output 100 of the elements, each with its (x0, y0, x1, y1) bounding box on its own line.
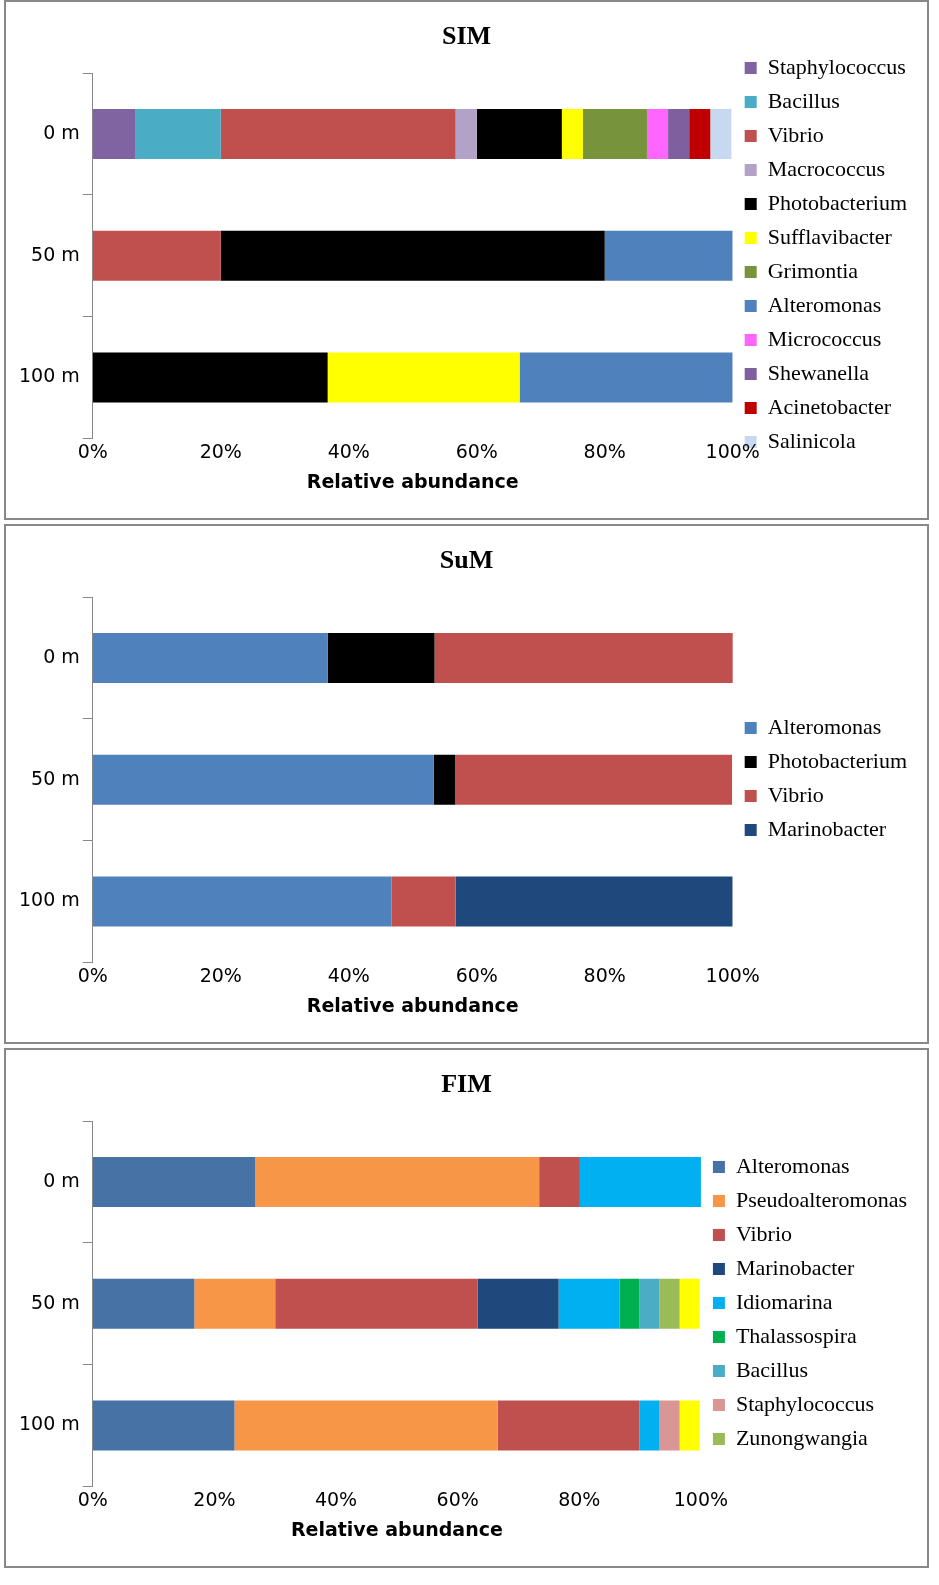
bar (519, 352, 733, 403)
legend-label: Salinicola (767, 427, 856, 453)
bar (92, 1278, 195, 1329)
x-tick-label: 60% (455, 963, 498, 986)
bar (454, 754, 733, 805)
legend-label: Photobacterium (767, 747, 908, 773)
x-axis-title: Relative abundance (306, 993, 519, 1016)
bar (92, 754, 434, 805)
y-tick-label: 0 m (43, 645, 80, 667)
x-tick-label: 80% (583, 963, 626, 986)
y-tick-label: 0 m (43, 121, 80, 143)
legend-label: Idiomarina (735, 1288, 833, 1314)
bar (434, 633, 733, 684)
x-tick-label: 40% (327, 963, 370, 986)
chart-title: SIM (441, 21, 492, 51)
y-tick-label: 100 m (18, 888, 80, 911)
x-tick-label: 100% (705, 439, 760, 462)
bar (92, 230, 221, 281)
legend-label: Pseudoalteromonas (735, 1186, 908, 1212)
bar (539, 1157, 580, 1208)
bar (579, 1157, 701, 1208)
legend-label: Grimontia (767, 257, 859, 283)
legend-label: Vibrio (767, 781, 824, 807)
bar (639, 1278, 660, 1329)
y-tick-label: 0 m (43, 1169, 80, 1191)
legend-label: Marinobacter (767, 815, 887, 841)
legend-label: Zunongwangia (735, 1424, 869, 1450)
legend-label: Vibrio (735, 1220, 793, 1246)
y-tick-label: 100 m (18, 1412, 80, 1435)
x-tick-label: 60% (455, 439, 498, 462)
legend-label: Photobacterium (767, 189, 908, 215)
bar (92, 876, 392, 927)
bar (327, 633, 435, 684)
x-tick-label: 0% (77, 439, 108, 462)
legend-label: Micrococcus (767, 325, 882, 351)
legend-label: Bacillus (735, 1356, 809, 1382)
bar (455, 876, 733, 927)
chart-title: FIM (441, 1069, 492, 1099)
bar (558, 1278, 620, 1329)
bar (255, 1157, 540, 1208)
legend-label: Vibrio (767, 121, 824, 147)
x-tick-label: 40% (327, 439, 370, 462)
legend-label: Shewanella (767, 359, 870, 385)
x-tick-label: 20% (199, 963, 242, 986)
legend-label: Marinobacter (735, 1254, 856, 1280)
bar (679, 1400, 700, 1451)
legend-label: Bacillus (767, 87, 840, 113)
bar (659, 1278, 680, 1329)
bar (476, 109, 562, 160)
bar (710, 109, 732, 160)
legend-label: Staphylococcus (767, 53, 906, 79)
y-tick-label: 50 m (31, 1290, 80, 1313)
legend-label: Alteromonas (767, 291, 882, 317)
legend-label: Sufflavibacter (767, 223, 893, 249)
x-tick-label: 0% (77, 963, 108, 986)
bar (234, 1400, 498, 1451)
bar (92, 1400, 235, 1451)
bar (92, 1157, 256, 1208)
x-tick-label: 60% (436, 1487, 479, 1510)
bar (391, 876, 456, 927)
x-tick-label: 40% (314, 1487, 358, 1510)
bar (92, 109, 136, 160)
bar (619, 1278, 640, 1329)
bar (92, 633, 328, 684)
x-tick-label: 100% (705, 963, 760, 986)
legend-label: Alteromonas (767, 713, 882, 739)
bar (194, 1278, 276, 1329)
y-tick-label: 100 m (18, 364, 80, 387)
legend-label: Macrococcus (767, 155, 885, 181)
legend-label: Acinetobacter (767, 393, 892, 419)
x-tick-label: 100% (673, 1487, 729, 1510)
bar (659, 1400, 680, 1451)
bar (477, 1278, 559, 1329)
bar (275, 1278, 478, 1329)
legend-label: Staphylococcus (735, 1390, 875, 1416)
bar (689, 109, 711, 160)
bar (327, 352, 520, 403)
bar (679, 1278, 700, 1329)
x-axis-title: Relative abundance (306, 469, 519, 492)
chart-title: SuM (439, 545, 494, 575)
bar (582, 109, 647, 160)
y-tick-label: 50 m (31, 242, 80, 265)
bar (646, 109, 669, 160)
y-tick-label: 50 m (31, 766, 80, 789)
bar (433, 754, 455, 805)
bar (220, 230, 605, 281)
bar (92, 352, 328, 403)
bar (455, 109, 477, 160)
legend-label: Thalassospira (735, 1322, 858, 1348)
bar (639, 1400, 660, 1451)
x-axis-title: Relative abundance (290, 1517, 503, 1540)
x-tick-label: 0% (77, 1487, 108, 1510)
bar (604, 230, 733, 281)
x-tick-label: 80% (558, 1487, 601, 1510)
legend-label: Alteromonas (735, 1152, 850, 1178)
x-tick-label: 20% (199, 439, 242, 462)
x-tick-label: 20% (193, 1487, 236, 1510)
bar (668, 109, 690, 160)
bar (135, 109, 221, 160)
bar (561, 109, 583, 160)
